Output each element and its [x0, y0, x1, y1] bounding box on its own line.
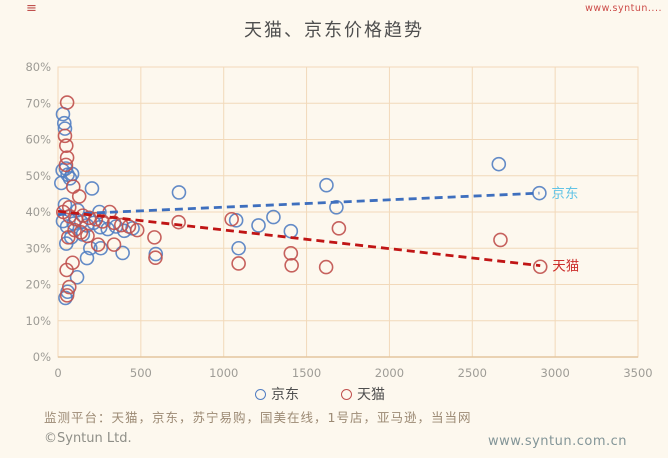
data-point-天猫	[318, 259, 334, 275]
data-point-天猫	[58, 157, 74, 173]
data-point-京东	[69, 269, 85, 285]
x-tick-label: 3500	[623, 366, 652, 380]
y-tick-label: 30%	[25, 241, 51, 255]
y-tick-label: 60%	[25, 133, 51, 147]
data-point-京东	[79, 250, 95, 266]
data-point-京东	[171, 185, 187, 200]
data-point-天猫	[60, 230, 76, 245]
data-point-天猫	[129, 222, 145, 238]
data-point-天猫	[147, 230, 162, 245]
trendline-京东	[57, 191, 540, 216]
data-point-京东	[251, 218, 266, 233]
data-point-京东	[57, 121, 73, 136]
data-point-京东	[283, 223, 299, 239]
data-point-天猫	[284, 257, 299, 273]
data-point-天猫	[231, 256, 246, 271]
x-tick-label: 1500	[292, 366, 321, 380]
y-tick-label: 10%	[25, 314, 51, 328]
data-point-天猫	[58, 138, 74, 153]
x-tick-label: 2500	[458, 366, 487, 380]
data-point-京东	[58, 236, 74, 251]
data-point-天猫	[90, 237, 106, 252]
data-point-天猫	[65, 179, 81, 194]
y-tick-label: 50%	[25, 169, 51, 183]
data-point-天猫	[283, 246, 299, 261]
data-point-天猫	[59, 262, 74, 278]
data-point-天猫	[88, 211, 104, 227]
data-point-天猫	[106, 237, 122, 252]
data-point-天猫	[493, 232, 508, 248]
trendline-label-天猫: 天猫	[552, 259, 579, 275]
data-point-天猫	[114, 217, 129, 233]
y-tick-label: 20%	[25, 278, 51, 292]
data-point-京东	[115, 245, 130, 261]
data-point-天猫	[71, 189, 87, 204]
chart-title: 天猫、京东价格趋势	[244, 20, 424, 41]
data-point-天猫	[148, 250, 163, 265]
tmall-legend-marker-icon	[341, 388, 352, 400]
data-point-天猫	[61, 279, 77, 295]
legend-item-tmall[interactable]: 天猫	[341, 384, 385, 404]
trendline-天猫	[57, 209, 541, 268]
data-point-天猫	[532, 259, 548, 275]
data-point-京东	[93, 240, 109, 256]
x-tick-label: 3000	[541, 366, 570, 380]
data-point-京东	[491, 156, 507, 172]
data-point-京东	[319, 177, 334, 193]
legend-item-jd[interactable]: 京东	[255, 384, 299, 404]
data-point-京东	[231, 240, 246, 256]
copyright-text: ©Syntun Ltd.	[44, 431, 132, 446]
data-point-天猫	[57, 128, 73, 144]
y-tick-label: 80%	[25, 60, 51, 74]
x-tick-label: 0	[54, 366, 61, 380]
legend: 京东 天猫	[0, 384, 640, 404]
x-tick-label: 2000	[375, 366, 404, 380]
top-watermark-url: www.syntun....	[585, 3, 662, 14]
y-tick-label: 70%	[25, 96, 51, 110]
data-point-天猫	[59, 288, 75, 303]
x-tick-label: 500	[130, 366, 152, 380]
y-tick-label: 0%	[33, 350, 51, 364]
data-point-天猫	[171, 214, 186, 230]
data-point-天猫	[331, 221, 347, 236]
data-point-天猫	[81, 210, 97, 226]
menu-icon[interactable]: ≡	[26, 1, 37, 16]
x-tick-label: 1000	[209, 366, 238, 380]
data-point-京东	[84, 181, 100, 196]
tmall-legend-label: 天猫	[357, 387, 385, 403]
trendline-label-京东: 京东	[551, 186, 578, 202]
jd-legend-marker-icon	[255, 388, 266, 400]
data-point-天猫	[80, 228, 95, 244]
website-url: www.syntun.com.cn	[488, 434, 628, 449]
data-point-京东	[266, 209, 281, 225]
data-point-天猫	[59, 150, 75, 165]
data-point-天猫	[224, 211, 239, 227]
monitoring-platforms-note: 监测平台：天猫，京东，苏宁易购，国美在线，1号店，亚马逊，当当网	[44, 410, 472, 425]
jd-legend-label: 京东	[271, 387, 299, 403]
data-point-京东	[62, 170, 78, 186]
y-tick-label: 40%	[25, 205, 51, 219]
data-point-天猫	[59, 95, 75, 110]
